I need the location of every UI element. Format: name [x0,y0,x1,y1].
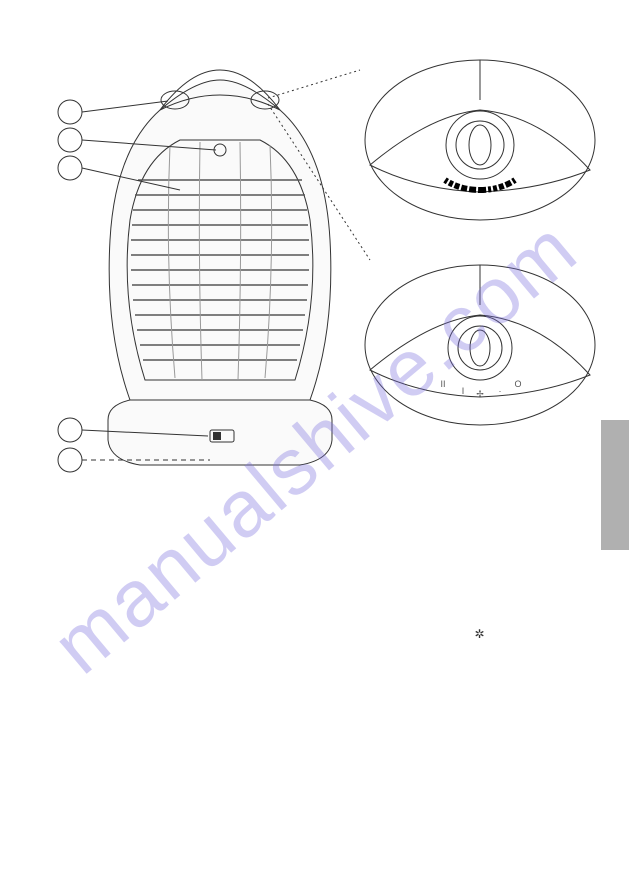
section1-body: Pred zasunutím vidlice do zásuvky skontr… [60,558,560,590]
label-a: A [58,100,82,124]
svg-text:·: · [499,386,502,396]
svg-text:E: E [66,453,74,467]
section2-title: FUNGOVANIE A POUŽÍVANIE [60,602,560,619]
figure-label-top: Obr. 2 [460,230,494,244]
svg-text:I: I [462,386,465,396]
section2-item2: Fungovanie s maximálnym výkonom: otočte … [60,660,560,676]
figure-label-bottom: Obr. 3 [460,435,494,449]
detail-thermostat [365,60,595,220]
heater-illustration [108,70,332,465]
label-b: B [58,128,82,152]
section2-item1: Fungovanie so zníženým výkonom: otočte v… [60,644,560,660]
svg-text:D: D [66,423,75,437]
section3-title: REGULÁCIA TERMOSTATU [60,703,560,720]
section2-item0: Letná funkcia (iba ventilátor): otočte v… [60,626,560,644]
svg-text:A: A [66,105,75,119]
svg-text:B: B [66,133,75,147]
svg-text:II: II [440,379,445,389]
figure-label-main: Obr. 1 [200,490,234,504]
label-d: D [58,418,82,442]
section3-body: Keď sa v prostredí dosiahne želaná teplo… [60,727,560,775]
label-e: E [58,448,82,472]
diagram-area: A B C D E II I ✢ [0,0,629,520]
section2-item3: Vypnutie: otočte volič funkcií (A) do po… [60,675,560,691]
detail-selector: II I ✢ · O [365,265,595,425]
svg-text:✢: ✢ [476,389,484,399]
label-c: C [58,156,82,180]
fan-icon: ✲ [475,626,485,643]
svg-text:C: C [66,161,75,175]
manual-text: ELEKTRICKÉ ZAPOJENIE Pred zasunutím vidl… [60,535,560,787]
section1-title: ELEKTRICKÉ ZAPOJENIE [60,535,560,552]
page-side-tab [601,420,629,550]
svg-text:O: O [514,379,521,389]
